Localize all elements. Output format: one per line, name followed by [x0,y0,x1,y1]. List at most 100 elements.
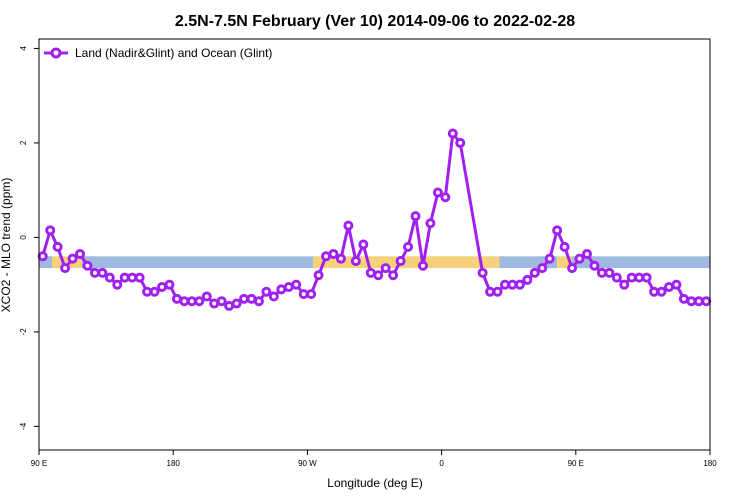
data-point [142,286,153,297]
data-point [224,300,235,311]
data-point [82,260,93,271]
data-point [209,298,220,309]
data-point [60,263,71,274]
x-axis-label: Longitude (deg E) [327,476,422,490]
data-point [410,211,421,222]
x-tick-label: 90 W [298,459,317,468]
data-point [604,267,615,278]
x-axis: 90 E 180 90 W 0 90 E 180 [31,450,717,468]
data-point [171,293,182,304]
data-point [663,282,674,293]
data-point [611,272,622,283]
data-point [328,248,339,259]
data-point [246,293,257,304]
band-segment [81,256,313,269]
data-point [306,289,317,300]
data-point [201,291,212,302]
y-tick-label: 0 [19,235,28,240]
data-point [157,282,168,293]
data-point [127,272,138,283]
data-point [507,279,518,290]
data-point [641,272,652,283]
data-point [417,260,428,271]
legend-entry: Land (Nadir&Glint) and Ocean (Glint) [75,46,272,60]
data-point [559,241,570,252]
data-point [567,263,578,274]
data-point [104,272,115,283]
data-point [701,296,712,307]
y-tick-label: 2 [19,140,28,145]
band-segment [499,256,558,269]
legend-marker [50,47,62,59]
y-tick-label: 4 [19,46,28,51]
data-point [425,218,436,229]
data-point [619,279,630,290]
data-point [596,267,607,278]
data-point [350,256,361,267]
data-point [365,267,376,278]
data-point [485,286,496,297]
data-point [313,270,324,281]
data-point [75,248,86,259]
data-point [67,253,78,264]
data-point [186,296,197,307]
data-point [492,286,503,297]
data-point [291,279,302,290]
x-tick-label: 0 [439,459,444,468]
data-point [440,192,451,203]
data-point [529,267,540,278]
data-point [89,267,100,278]
x-tick-label: 90 E [568,459,584,468]
data-point [149,286,160,297]
data-point [477,267,488,278]
data-point [216,296,227,307]
y-tick-label: -2 [19,328,28,336]
data-point [283,282,294,293]
data-point [358,239,369,250]
data-point [194,296,205,307]
data-point [97,267,108,278]
y-axis: -4 -2 0 2 4 [19,46,39,430]
data-point [112,279,123,290]
data-point [581,248,592,259]
data-point [432,187,443,198]
data-point [373,270,384,281]
data-point [626,272,637,283]
data-point [119,272,130,283]
data-point [388,270,399,281]
data-point [239,293,250,304]
data-point [693,296,704,307]
data-point [499,279,510,290]
data-point [522,274,533,285]
band-segment [557,256,573,269]
data-point [343,220,354,231]
x-tick-label: 180 [703,459,717,468]
data-point [298,289,309,300]
band-segment [312,256,500,269]
data-point [321,251,332,262]
band-segment [52,256,82,269]
legend: Land (Nadir&Glint) and Ocean (Glint) [44,46,272,60]
data-point [261,286,272,297]
data-point [686,296,697,307]
data-point [134,272,145,283]
data-point [253,296,264,307]
data-point [403,241,414,252]
chart-title: 2.5N-7.5N February (Ver 10) 2014-09-06 t… [175,13,575,30]
data-point [656,286,667,297]
plot-frame [38,38,711,451]
data-point [671,279,682,290]
y-axis-label: XCO2 - MLO trend (ppm) [0,178,13,313]
data-point [395,256,406,267]
data-point [164,279,175,290]
data-point [589,260,600,271]
data-point [268,291,279,302]
data-point [52,241,63,252]
data-point [231,298,242,309]
x-tick-label: 90 E [31,459,47,468]
data-point [537,263,548,274]
data-point [634,272,645,283]
band-segment [39,256,53,269]
data-point [574,253,585,264]
